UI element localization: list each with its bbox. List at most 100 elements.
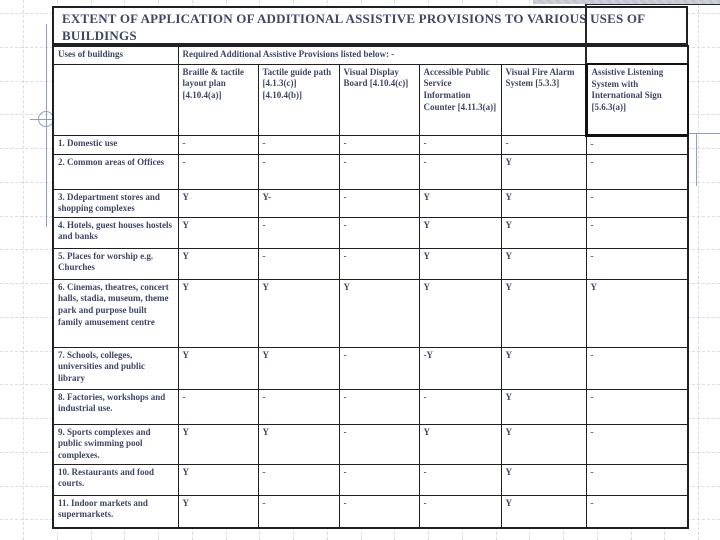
cell-value: -Y [418, 346, 502, 390]
cell-value: - [257, 247, 340, 280]
cell-value: - [257, 494, 340, 529]
table-row: 11. Indoor markets and supermarkets. Y - - -… [52, 494, 689, 529]
cell-value: - [418, 134, 502, 155]
uses-of-buildings-header: Uses of buildings [52, 45, 179, 65]
cell-value: - [418, 463, 502, 496]
column-header: Braille & tactile layout plan [4.10.4(a)… [177, 63, 259, 136]
table-row: 5. Places for worship e.g. Churches Y - - Y Y… [52, 247, 689, 280]
row-label: 9. Sports complexes and public swimming … [52, 423, 179, 465]
cell-value: - [585, 423, 689, 465]
cell-value: Y [418, 278, 502, 348]
table-row: 2. Common areas of Offices - - - - Y - [52, 153, 689, 190]
table-row: 3. Ddepartment stores and shopping compl… [52, 188, 689, 218]
table-row: 10. Restaurants and food courts. Y - - - Y - [52, 463, 689, 496]
cell-value: - [257, 463, 340, 496]
cell-value: Y [500, 188, 587, 218]
cell-value: - [418, 388, 502, 425]
cell-value: Y [257, 278, 340, 348]
table-row: 8. Factories, workshops and industrial u… [52, 388, 689, 425]
column-header: Tactile guide path [4.1.3(c)] [4.10.4(b)… [257, 63, 340, 136]
row-label: 7. Schools, colleges, universities and p… [52, 346, 179, 390]
right-guide-line-horizontal [688, 132, 720, 134]
empty-corner-cell [52, 63, 179, 136]
row-label: 2. Common areas of Offices [52, 153, 179, 190]
cell-value: - [257, 134, 340, 155]
cell-value: - [585, 153, 689, 190]
row-label: 10. Restaurants and food courts. [52, 463, 179, 496]
provisions-header: Required Additional Assistive Provisions… [177, 45, 689, 65]
row-label: 4. Hotels, guest houses hostels and bank… [52, 216, 179, 249]
cell-value: - [338, 216, 420, 249]
cell-value: Y [257, 346, 340, 390]
right-guide-line-vertical [695, 132, 697, 186]
cell-value: Y [177, 494, 259, 529]
cell-value: - [585, 346, 689, 390]
cell-value: Y [500, 247, 587, 280]
cell-value: - [500, 134, 587, 155]
cell-value: Y [418, 423, 502, 465]
row-label: 8. Factories, workshops and industrial u… [52, 388, 179, 425]
cell-value: Y [500, 153, 587, 190]
cell-value: Y [418, 216, 502, 249]
cell-value: - [338, 494, 420, 529]
cell-value: - [585, 247, 689, 280]
cell-value: Y [500, 216, 587, 249]
cell-value: Y [177, 278, 259, 348]
cell-value: - [257, 153, 340, 190]
cell-value: - [585, 216, 689, 249]
grid-line [23, 0, 24, 540]
table-row: 7. Schools, colleges, universities and p… [52, 346, 689, 390]
cell-value: Y [177, 188, 259, 218]
cell-value: - [338, 134, 420, 155]
cell-value: Y [177, 247, 259, 280]
cell-value: Y [500, 388, 587, 425]
cell-value: - [585, 463, 689, 496]
cell-value: - [585, 494, 689, 529]
slide-title: EXTENT OF APPLICATION OF ADDITIONAL ASSI… [62, 11, 645, 44]
cell-value: - [585, 388, 689, 425]
cell-value: - [257, 216, 340, 249]
cell-value: - [418, 494, 502, 529]
cell-value: - [585, 188, 689, 218]
provisions-table: Uses of buildings Required Additional Ass… [52, 45, 690, 529]
column-header: Assistive Listening System with Internat… [584, 63, 690, 137]
cell-value: Y [177, 346, 259, 390]
cell-value: - [338, 346, 420, 390]
cell-value: Y [418, 247, 502, 280]
row-label: 6. Cinemas, theatres, concert halls, sta… [52, 278, 179, 348]
row-label: 1. Domestic use [52, 134, 179, 155]
cell-value: - [338, 188, 420, 218]
cell-value: Y [418, 188, 502, 218]
row-label: 11. Indoor markets and supermarkets. [52, 494, 179, 529]
vertical-dark-rule [585, 3, 587, 64]
cell-value: - [338, 153, 420, 190]
cell-value: - [177, 388, 259, 425]
cell-value: Y [177, 463, 259, 496]
cell-value: Y [500, 278, 587, 348]
slide-title-box: EXTENT OF APPLICATION OF ADDITIONAL ASSI… [52, 6, 688, 45]
cell-value: - [177, 153, 259, 190]
row-label: 5. Places for worship e.g. Churches [52, 247, 179, 280]
cell-value: Y [500, 463, 587, 496]
cell-value: - [257, 388, 340, 425]
cell-value: Y [338, 278, 420, 348]
cell-value: Y [500, 346, 587, 390]
cell-value: - [338, 423, 420, 465]
cell-value: - [338, 247, 420, 280]
cell-value: Y [257, 423, 340, 465]
cell-value: - [418, 153, 502, 190]
cell-value: - [585, 134, 689, 155]
table-row: 4. Hotels, guest houses hostels and bank… [52, 216, 689, 249]
cell-value: Y- [257, 188, 340, 218]
cell-value: - [338, 388, 420, 425]
table-row: 1. Domestic use - - - - - - [52, 134, 689, 155]
column-header: Visual Fire Alarm System [5.3.3] [500, 63, 587, 136]
top-dark-rule [586, 3, 720, 6]
cell-value: Y [500, 494, 587, 529]
cell-value: Y [500, 423, 587, 465]
table-row: 6. Cinemas, theatres, concert halls, sta… [52, 278, 689, 348]
column-header: Visual Display Board [4.10.4(c)] [338, 63, 420, 136]
column-header: Accessible Public Service Information Co… [418, 63, 502, 136]
top-right-gray-bar [533, 0, 720, 4]
cell-value: Y [177, 216, 259, 249]
